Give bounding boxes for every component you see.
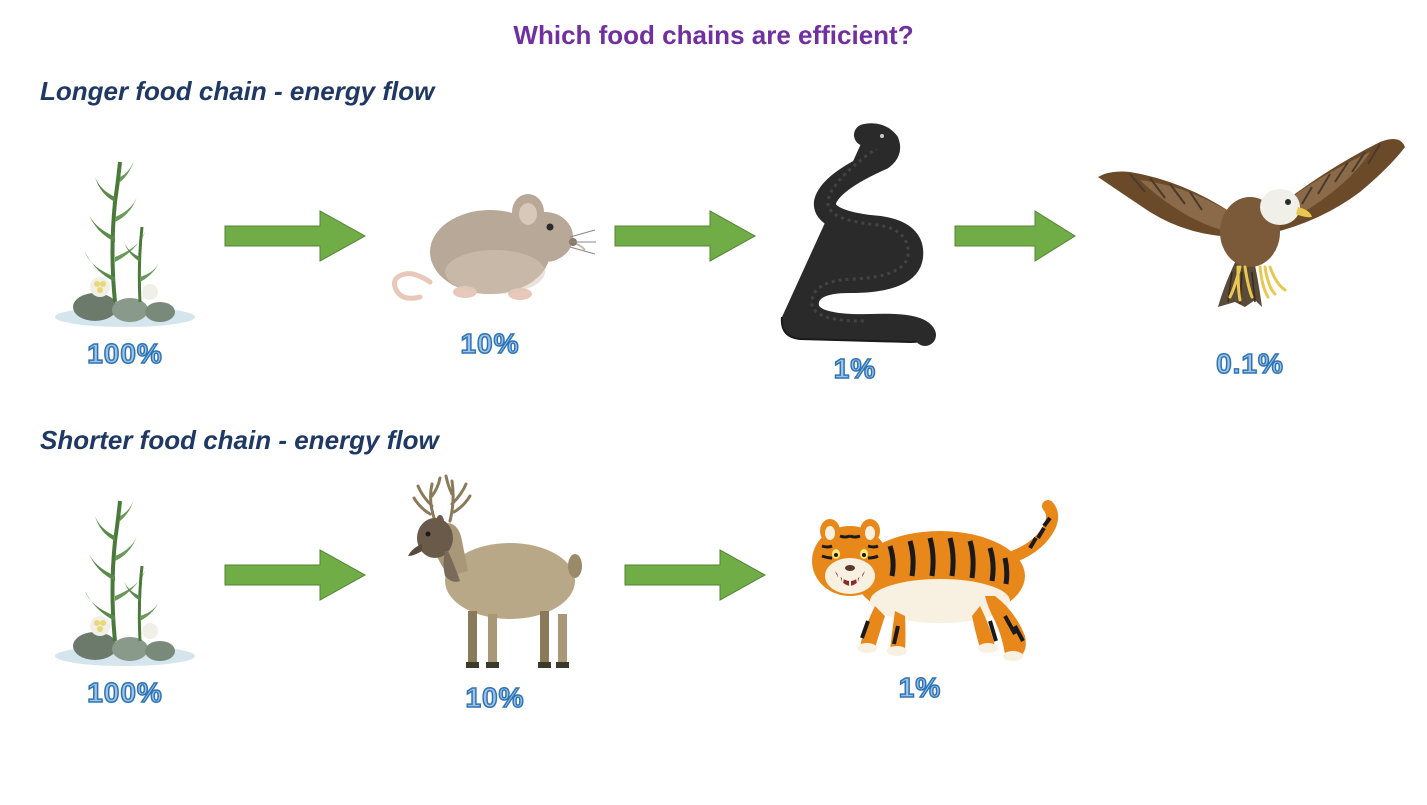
plant-organism-short: 100% xyxy=(40,471,210,709)
arrow-icon xyxy=(950,206,1080,266)
eagle-icon xyxy=(1090,122,1410,342)
deer-percent: 10% xyxy=(465,682,524,714)
mouse-percent: 10% xyxy=(460,328,519,360)
short-chain-subtitle: Shorter food chain - energy flow xyxy=(40,425,1427,456)
snake-percent: 1% xyxy=(834,353,876,385)
tiger-percent: 1% xyxy=(899,672,941,704)
main-title: Which food chains are efficient? xyxy=(0,0,1427,51)
arrow-icon xyxy=(620,545,770,605)
plant-icon xyxy=(40,471,210,671)
eagle-organism: 0.1% xyxy=(1090,122,1410,380)
arrow-icon xyxy=(220,545,370,605)
arrow-icon xyxy=(610,206,760,266)
tiger-organism: 1% xyxy=(780,476,1060,704)
eagle-percent: 0.1% xyxy=(1216,348,1284,380)
snake-organism: 1% xyxy=(770,117,940,385)
deer-icon xyxy=(380,466,610,676)
plant-organism: 100% xyxy=(40,132,210,370)
arrow-icon xyxy=(220,206,370,266)
deer-organism: 10% xyxy=(380,466,610,714)
snake-icon xyxy=(770,117,940,347)
plant-percent-long: 100% xyxy=(87,338,163,370)
plant-percent-short: 100% xyxy=(87,677,163,709)
long-chain-row: 100% 10% xyxy=(0,117,1427,385)
plant-icon xyxy=(40,132,210,332)
mouse-organism: 10% xyxy=(380,142,600,360)
long-chain-subtitle: Longer food chain - energy flow xyxy=(40,76,1427,107)
mouse-icon xyxy=(380,142,600,322)
tiger-icon xyxy=(780,476,1060,666)
short-chain-row: 100% xyxy=(0,466,1427,714)
